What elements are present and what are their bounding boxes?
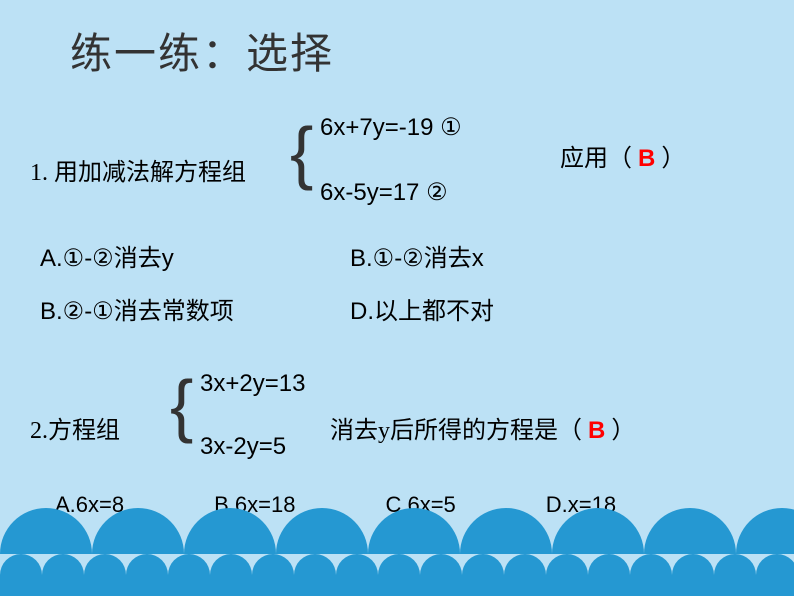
slide-title: 练一练：选择: [70, 20, 334, 81]
suffix-after: ）: [605, 418, 635, 444]
brace-icon: {: [290, 112, 313, 192]
problem2-answer: B: [588, 417, 605, 444]
problem1-equation1: 6x+7y=-19 ①: [320, 113, 462, 142]
footer-scallop-small: [0, 554, 794, 596]
problem1-suffix: 应用（ B ）: [560, 138, 685, 173]
problem2-suffix: 消去y后所得的方程是（ B ）: [330, 410, 635, 445]
problem1-answer: B: [638, 145, 655, 172]
problem2-equation1: 3x+2y=13: [200, 370, 305, 398]
problem2-prefix: 2.方程组: [30, 410, 120, 445]
choice-1a: A.①-②消去y: [40, 238, 350, 273]
suffix-after: ）: [655, 146, 685, 172]
problem1-prefix: 1. 用加减法解方程组: [30, 152, 246, 187]
problem2-equation2: 3x-2y=5: [200, 433, 286, 461]
footer-scallop-large: [0, 508, 794, 554]
choice-1b: B.①-②消去x: [350, 238, 660, 273]
suffix-before: 消去y后所得的方程是（: [330, 418, 588, 444]
choice-1d: D.以上都不对: [350, 291, 660, 326]
brace-icon: {: [170, 365, 193, 445]
problem1-equation2: 6x-5y=17 ②: [320, 178, 448, 207]
choice-1c: B.②-①消去常数项: [40, 291, 350, 326]
suffix-before: 应用（: [560, 146, 638, 172]
problem1-choices: A.①-②消去y B.①-②消去x B.②-①消去常数项 D.以上都不对: [40, 238, 760, 344]
